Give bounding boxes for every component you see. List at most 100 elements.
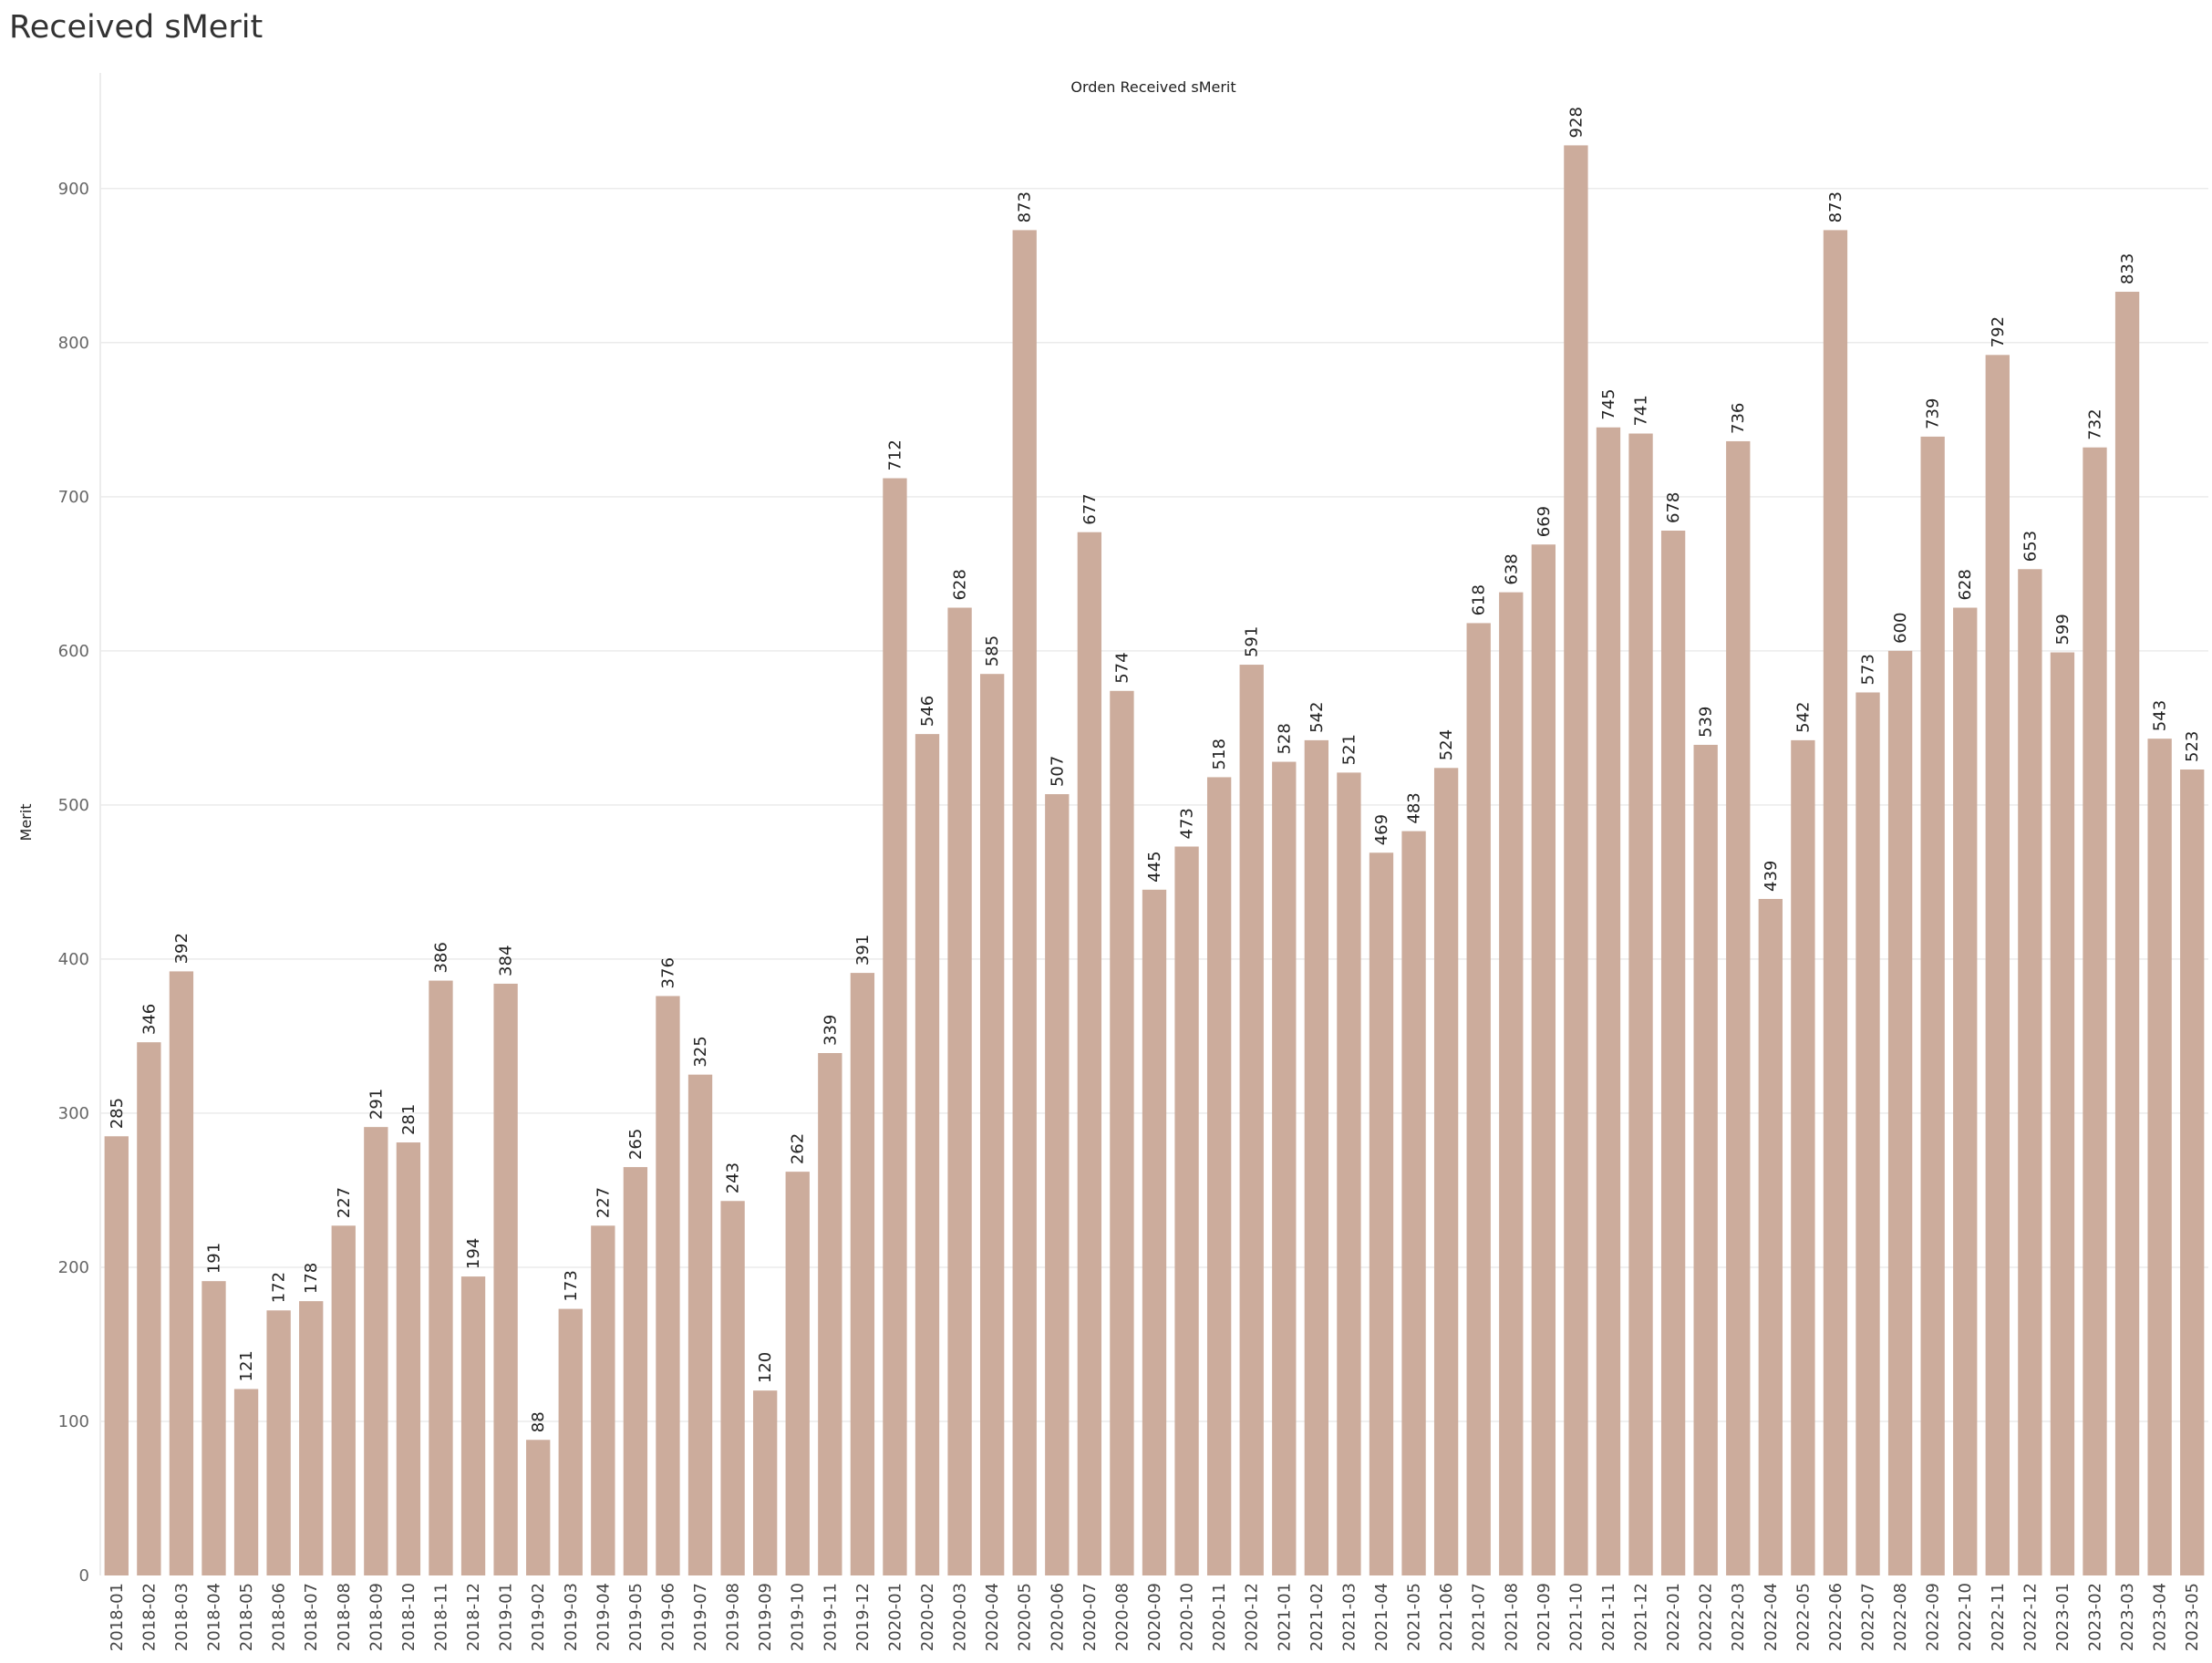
bar [1142,889,1167,1575]
bar [1823,230,1848,1576]
data-label: 178 [302,1263,321,1294]
data-label: 873 [1826,191,1845,222]
x-tick-label: 2018-10 [399,1583,419,1651]
data-label: 736 [1729,403,1748,434]
x-tick-label: 2020-04 [983,1583,1002,1651]
data-label: 585 [983,635,1002,666]
x-tick-label: 2018-07 [302,1583,321,1651]
bar [1304,739,1329,1575]
data-label: 386 [431,942,450,973]
x-tick-label: 2019-11 [821,1583,840,1651]
bar [979,674,1005,1575]
data-label: 262 [789,1133,808,1164]
x-tick-label: 2021-03 [1339,1583,1359,1651]
bar [396,1142,421,1575]
y-tick-label: 900 [58,180,89,199]
bar [493,983,518,1575]
data-label: 542 [1793,702,1813,733]
bar [947,607,972,1575]
data-label: 574 [1112,652,1132,683]
data-label: 521 [1339,734,1359,765]
x-axis-ticks: 2018-01 2018-02 2018-03 2018-04 2018-05 2018-… [108,1583,2202,1651]
bar [2147,739,2172,1575]
x-tick-label: 2018-11 [431,1583,450,1651]
x-tick-label: 2020-06 [1048,1583,1067,1651]
x-tick-label: 2021-05 [1405,1583,1424,1651]
x-tick-label: 2021-07 [1470,1583,1489,1651]
data-label: 507 [1048,756,1067,787]
bar [687,1074,713,1575]
data-label: 172 [270,1272,289,1303]
data-label: 546 [918,696,937,727]
bar [1596,427,1621,1575]
x-tick-label: 2022-05 [1793,1583,1813,1651]
y-axis-ticks: 0 100 200 300 400 500 600 700 800 900 [58,180,89,1586]
data-label: 265 [626,1129,646,1160]
x-tick-label: 2022-04 [1762,1583,1781,1651]
bar [1012,230,1037,1576]
data-label: 376 [658,957,677,988]
x-tick-label: 2021-09 [1535,1583,1554,1651]
x-tick-label: 2022-03 [1729,1583,1748,1651]
bar [2018,569,2042,1575]
x-tick-label: 2019-12 [853,1583,873,1651]
data-label: 712 [885,439,904,470]
x-tick-label: 2018-04 [204,1583,223,1651]
x-tick-label: 2019-05 [626,1583,646,1651]
x-tick-label: 2022-01 [1664,1583,1683,1651]
bar [1337,772,1361,1575]
bar [1433,768,1459,1575]
data-label: 243 [724,1162,743,1193]
x-tick-label: 2019-04 [594,1583,613,1651]
data-label: 483 [1405,792,1424,823]
data-label: 618 [1470,584,1489,615]
y-tick-label: 0 [79,1566,89,1586]
data-label: 792 [1989,316,2008,347]
data-label: 120 [756,1352,775,1383]
bar [1660,531,1686,1576]
data-label: 653 [2021,531,2040,562]
bar [720,1201,745,1575]
data-label: 346 [140,1004,159,1035]
bar [2083,447,2107,1575]
x-tick-label: 2020-11 [1210,1583,1229,1651]
x-tick-label: 2020-05 [1016,1583,1035,1651]
bar [753,1390,778,1575]
y-tick-label: 800 [58,334,89,353]
bar [785,1172,810,1575]
x-tick-label: 2022-10 [1956,1583,1975,1651]
x-tick-label: 2021-02 [1308,1583,1327,1651]
data-label: 638 [1502,553,1521,584]
data-label: 677 [1080,493,1100,524]
x-tick-label: 2023-01 [2053,1583,2072,1651]
bar [1628,433,1653,1575]
bar [1855,692,1880,1575]
bar [1758,898,1783,1575]
x-tick-label: 2021-01 [1275,1583,1294,1651]
data-label: 678 [1664,492,1683,523]
y-tick-label: 100 [58,1412,89,1431]
x-tick-label: 2018-06 [270,1583,289,1651]
x-tick-label: 2022-06 [1826,1583,1845,1651]
x-tick-label: 2020-09 [1145,1583,1164,1651]
bar [1499,592,1524,1575]
page-title: Received sMerit [9,9,264,46]
bar [1887,650,1913,1575]
bar [331,1225,356,1575]
data-label: 599 [2053,614,2072,645]
bar [460,1276,486,1575]
data-label: 528 [1275,723,1294,754]
y-tick-label: 500 [58,796,89,815]
x-tick-label: 2020-01 [885,1583,904,1651]
bar [364,1127,388,1575]
x-tick-label: 2018-02 [140,1583,159,1651]
bar [1401,831,1426,1575]
y-tick-label: 300 [58,1104,89,1123]
bar [1466,623,1491,1575]
bar [429,980,453,1575]
data-label: 473 [1178,808,1197,839]
bar [202,1281,226,1575]
data-label: 741 [1632,395,1651,426]
x-tick-label: 2020-12 [1243,1583,1262,1651]
x-tick-label: 2018-03 [172,1583,191,1651]
